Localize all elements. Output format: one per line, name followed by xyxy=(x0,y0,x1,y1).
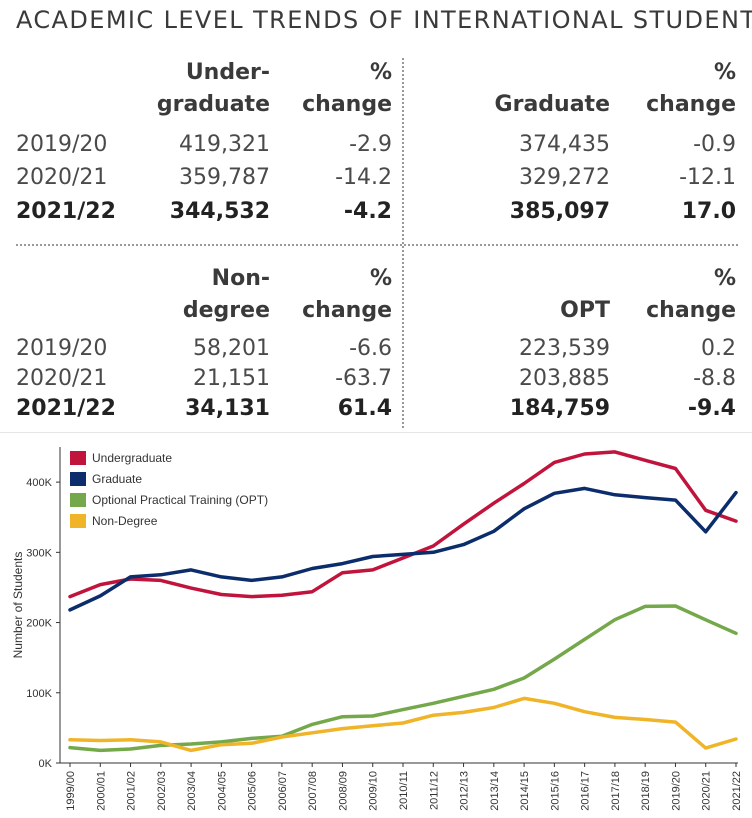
x-tick-label: 2014/15 xyxy=(519,771,531,811)
series-line-2 xyxy=(68,604,738,753)
year-label: 2020/21 xyxy=(16,366,108,391)
undergrad-pct-line1: % xyxy=(369,60,392,85)
page-title: ACADEMIC LEVEL TRENDS OF INTERNATIONAL S… xyxy=(16,6,752,34)
x-tick-label: 2012/13 xyxy=(459,771,471,811)
legend-swatch xyxy=(70,472,86,486)
undergrad-change: -4.2 xyxy=(343,199,392,224)
x-tick-label: 2010/11 xyxy=(398,771,410,810)
opt-change: -8.8 xyxy=(693,366,736,391)
legend-swatch xyxy=(70,451,86,465)
x-tick-label: 2019/20 xyxy=(670,771,682,811)
graduate-pct-line1: % xyxy=(713,60,736,85)
x-tick-label: 2015/16 xyxy=(549,771,561,811)
nondegree-pct-line1: % xyxy=(369,266,392,291)
opt-change: 0.2 xyxy=(701,336,736,361)
graduate-value: 385,097 xyxy=(509,199,610,224)
graduate-value: 374,435 xyxy=(519,132,610,157)
series-line-3 xyxy=(68,696,738,753)
graduate-change: 17.0 xyxy=(681,199,736,224)
x-tick-label: 2018/19 xyxy=(640,771,652,811)
graduate-value: 329,272 xyxy=(519,165,610,190)
x-tick-label: 2008/09 xyxy=(337,771,349,811)
legend-label: Non-Degree xyxy=(92,514,158,528)
line-chart: 0K 100K 200K 300K 400K Number of Students 1999… xyxy=(0,432,752,818)
x-tick-label: 2003/04 xyxy=(186,771,198,811)
x-tick-label: 1999/00 xyxy=(65,771,77,811)
nondegree-value: 34,131 xyxy=(185,396,270,421)
legend-swatch xyxy=(70,514,86,528)
opt-pct-line1: % xyxy=(713,266,736,291)
nondegree-change: -63.7 xyxy=(335,366,392,391)
vertical-divider xyxy=(402,58,404,428)
x-tick-label: 2017/18 xyxy=(610,771,622,811)
x-tick-label: 2009/10 xyxy=(368,771,380,811)
year-label: 2019/20 xyxy=(16,336,108,361)
x-tick-label: 2001/02 xyxy=(126,771,138,811)
opt-value: 184,759 xyxy=(509,396,610,421)
undergrad-change: -14.2 xyxy=(335,165,392,190)
x-tick-label: 2007/08 xyxy=(307,771,319,811)
undergrad-change: -2.9 xyxy=(349,132,392,157)
opt-header: OPT xyxy=(560,298,610,323)
nondegree-header-line1: Non- xyxy=(211,266,270,291)
legend-label: Graduate xyxy=(92,472,142,486)
y-axis-label: Number of Students xyxy=(11,552,25,659)
opt-pct-line2: change xyxy=(646,298,736,323)
x-tick-label: 2011/12 xyxy=(428,771,440,810)
y-tick-label: 400K xyxy=(26,477,52,489)
x-tick-label: 2021/22 xyxy=(731,771,743,811)
undergrad-value: 344,532 xyxy=(169,199,270,224)
year-label: 2021/22 xyxy=(16,199,116,224)
undergrad-value: 419,321 xyxy=(179,132,270,157)
x-tick-label: 2000/01 xyxy=(95,771,107,811)
nondegree-change: -6.6 xyxy=(349,336,392,361)
nondegree-change: 61.4 xyxy=(337,396,392,421)
x-tick-label: 2016/17 xyxy=(580,771,592,811)
y-tick-label: 0K xyxy=(39,758,53,770)
year-label: 2019/20 xyxy=(16,132,108,157)
graduate-change: -0.9 xyxy=(693,132,736,157)
nondegree-pct-line2: change xyxy=(302,298,392,323)
graduate-pct-line2: change xyxy=(646,92,736,117)
undergrad-pct-line2: change xyxy=(302,92,392,117)
series-line-1 xyxy=(68,486,738,612)
graduate-header: Graduate xyxy=(494,92,610,117)
nondegree-header-line2: degree xyxy=(182,298,270,323)
horizontal-divider xyxy=(16,244,738,246)
graduate-change: -12.1 xyxy=(679,165,736,190)
opt-value: 203,885 xyxy=(519,366,610,391)
nondegree-value: 21,151 xyxy=(193,366,270,391)
series-line-0 xyxy=(68,450,738,599)
legend-label: Optional Practical Training (OPT) xyxy=(92,493,268,507)
nondegree-value: 58,201 xyxy=(193,336,270,361)
x-tick-label: 2004/05 xyxy=(216,771,228,811)
x-tick-label: 2006/07 xyxy=(277,771,289,811)
undergrad-value: 359,787 xyxy=(179,165,270,190)
x-tick-label: 2013/14 xyxy=(489,771,501,811)
x-tick-label: 2002/03 xyxy=(156,771,168,811)
opt-value: 223,539 xyxy=(519,336,610,361)
undergrad-header-line1: Under- xyxy=(185,60,270,85)
y-tick-label: 200K xyxy=(26,618,52,630)
opt-change: -9.4 xyxy=(687,396,736,421)
y-tick-label: 100K xyxy=(26,688,52,700)
year-label: 2021/22 xyxy=(16,396,116,421)
legend-label: Undergraduate xyxy=(92,451,172,465)
x-tick-label: 2005/06 xyxy=(247,771,259,811)
legend-swatch xyxy=(70,493,86,507)
chart-svg: 0K 100K 200K 300K 400K Number of Students 1999… xyxy=(11,447,743,811)
x-tick-label: 2020/21 xyxy=(701,771,713,811)
y-tick-label: 300K xyxy=(26,547,52,559)
year-label: 2020/21 xyxy=(16,165,108,190)
undergrad-header-line2: graduate xyxy=(156,92,270,117)
